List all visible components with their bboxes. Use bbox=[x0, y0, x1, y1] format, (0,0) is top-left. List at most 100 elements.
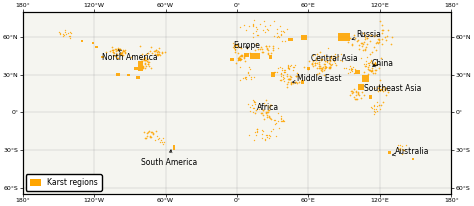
Point bbox=[292, 74, 300, 78]
Point bbox=[388, 43, 395, 46]
Point bbox=[60, 34, 67, 37]
Point bbox=[278, 39, 286, 42]
Point bbox=[358, 90, 365, 94]
Point bbox=[264, 51, 272, 54]
Point bbox=[279, 118, 286, 121]
Point bbox=[279, 73, 286, 76]
Point bbox=[160, 142, 167, 146]
Point bbox=[232, 43, 239, 47]
Point bbox=[113, 48, 121, 52]
Point bbox=[149, 131, 157, 134]
Point bbox=[372, 61, 379, 64]
Point bbox=[147, 130, 155, 133]
Point bbox=[137, 45, 144, 48]
Point bbox=[378, 88, 385, 91]
Point bbox=[146, 134, 154, 138]
Point bbox=[370, 34, 377, 38]
Bar bbox=[271, 72, 274, 77]
Point bbox=[251, 112, 259, 115]
Point bbox=[365, 61, 373, 64]
Point bbox=[236, 58, 244, 61]
Point bbox=[281, 30, 288, 33]
Point bbox=[395, 147, 402, 150]
Point bbox=[287, 80, 295, 84]
Point bbox=[242, 60, 249, 63]
Point bbox=[271, 71, 278, 74]
Point bbox=[328, 62, 336, 65]
Point bbox=[109, 50, 117, 54]
Point bbox=[388, 35, 396, 39]
Point bbox=[265, 134, 273, 137]
Point bbox=[372, 68, 379, 72]
Point bbox=[357, 56, 365, 60]
Point bbox=[399, 149, 407, 152]
Point bbox=[113, 52, 121, 55]
Point bbox=[285, 78, 293, 81]
Point bbox=[287, 76, 294, 79]
Point bbox=[264, 28, 272, 32]
Point bbox=[59, 33, 67, 36]
Point bbox=[354, 91, 362, 94]
Point bbox=[117, 52, 125, 56]
Bar bbox=[238, 59, 241, 61]
Point bbox=[283, 85, 291, 89]
Point bbox=[277, 114, 285, 117]
Point bbox=[350, 34, 357, 37]
Point bbox=[102, 50, 110, 53]
Point bbox=[369, 107, 376, 110]
Point bbox=[293, 71, 301, 75]
Point bbox=[277, 117, 284, 120]
Point bbox=[152, 48, 159, 52]
Point bbox=[236, 54, 243, 57]
Point bbox=[281, 68, 288, 72]
Point bbox=[365, 63, 373, 67]
Point bbox=[150, 50, 158, 53]
Point bbox=[346, 65, 354, 68]
Point bbox=[363, 36, 371, 40]
Point bbox=[366, 68, 374, 71]
Point bbox=[327, 65, 334, 68]
Point bbox=[267, 51, 275, 55]
Point bbox=[286, 74, 293, 78]
Point bbox=[304, 68, 312, 71]
Point bbox=[267, 118, 274, 121]
Point bbox=[363, 42, 371, 46]
Point bbox=[329, 54, 337, 57]
Point bbox=[271, 119, 278, 122]
Point bbox=[145, 129, 153, 133]
Point bbox=[269, 127, 277, 131]
Point bbox=[239, 77, 246, 80]
Point bbox=[64, 32, 72, 35]
Point bbox=[331, 62, 339, 65]
Bar bbox=[288, 38, 293, 41]
Point bbox=[393, 146, 401, 150]
Point bbox=[238, 54, 246, 58]
Point bbox=[265, 109, 273, 112]
Point bbox=[160, 140, 167, 144]
Bar bbox=[116, 74, 120, 76]
Bar bbox=[128, 74, 130, 76]
Point bbox=[159, 136, 166, 139]
Point bbox=[274, 112, 282, 115]
Point bbox=[275, 35, 283, 39]
Point bbox=[231, 49, 239, 52]
Point bbox=[289, 68, 297, 71]
Point bbox=[371, 61, 379, 65]
Point bbox=[156, 53, 164, 56]
Point bbox=[356, 47, 363, 50]
Point bbox=[251, 107, 258, 110]
Point bbox=[309, 62, 316, 65]
Point bbox=[255, 107, 263, 110]
Point bbox=[118, 52, 126, 55]
Point bbox=[372, 48, 380, 52]
Point bbox=[277, 74, 285, 77]
Point bbox=[138, 59, 146, 62]
Point bbox=[253, 34, 261, 37]
Point bbox=[233, 43, 241, 46]
Point bbox=[341, 67, 348, 70]
Point bbox=[277, 78, 285, 82]
Point bbox=[280, 77, 288, 80]
Point bbox=[274, 119, 282, 123]
Point bbox=[141, 137, 148, 140]
Point bbox=[292, 74, 299, 77]
